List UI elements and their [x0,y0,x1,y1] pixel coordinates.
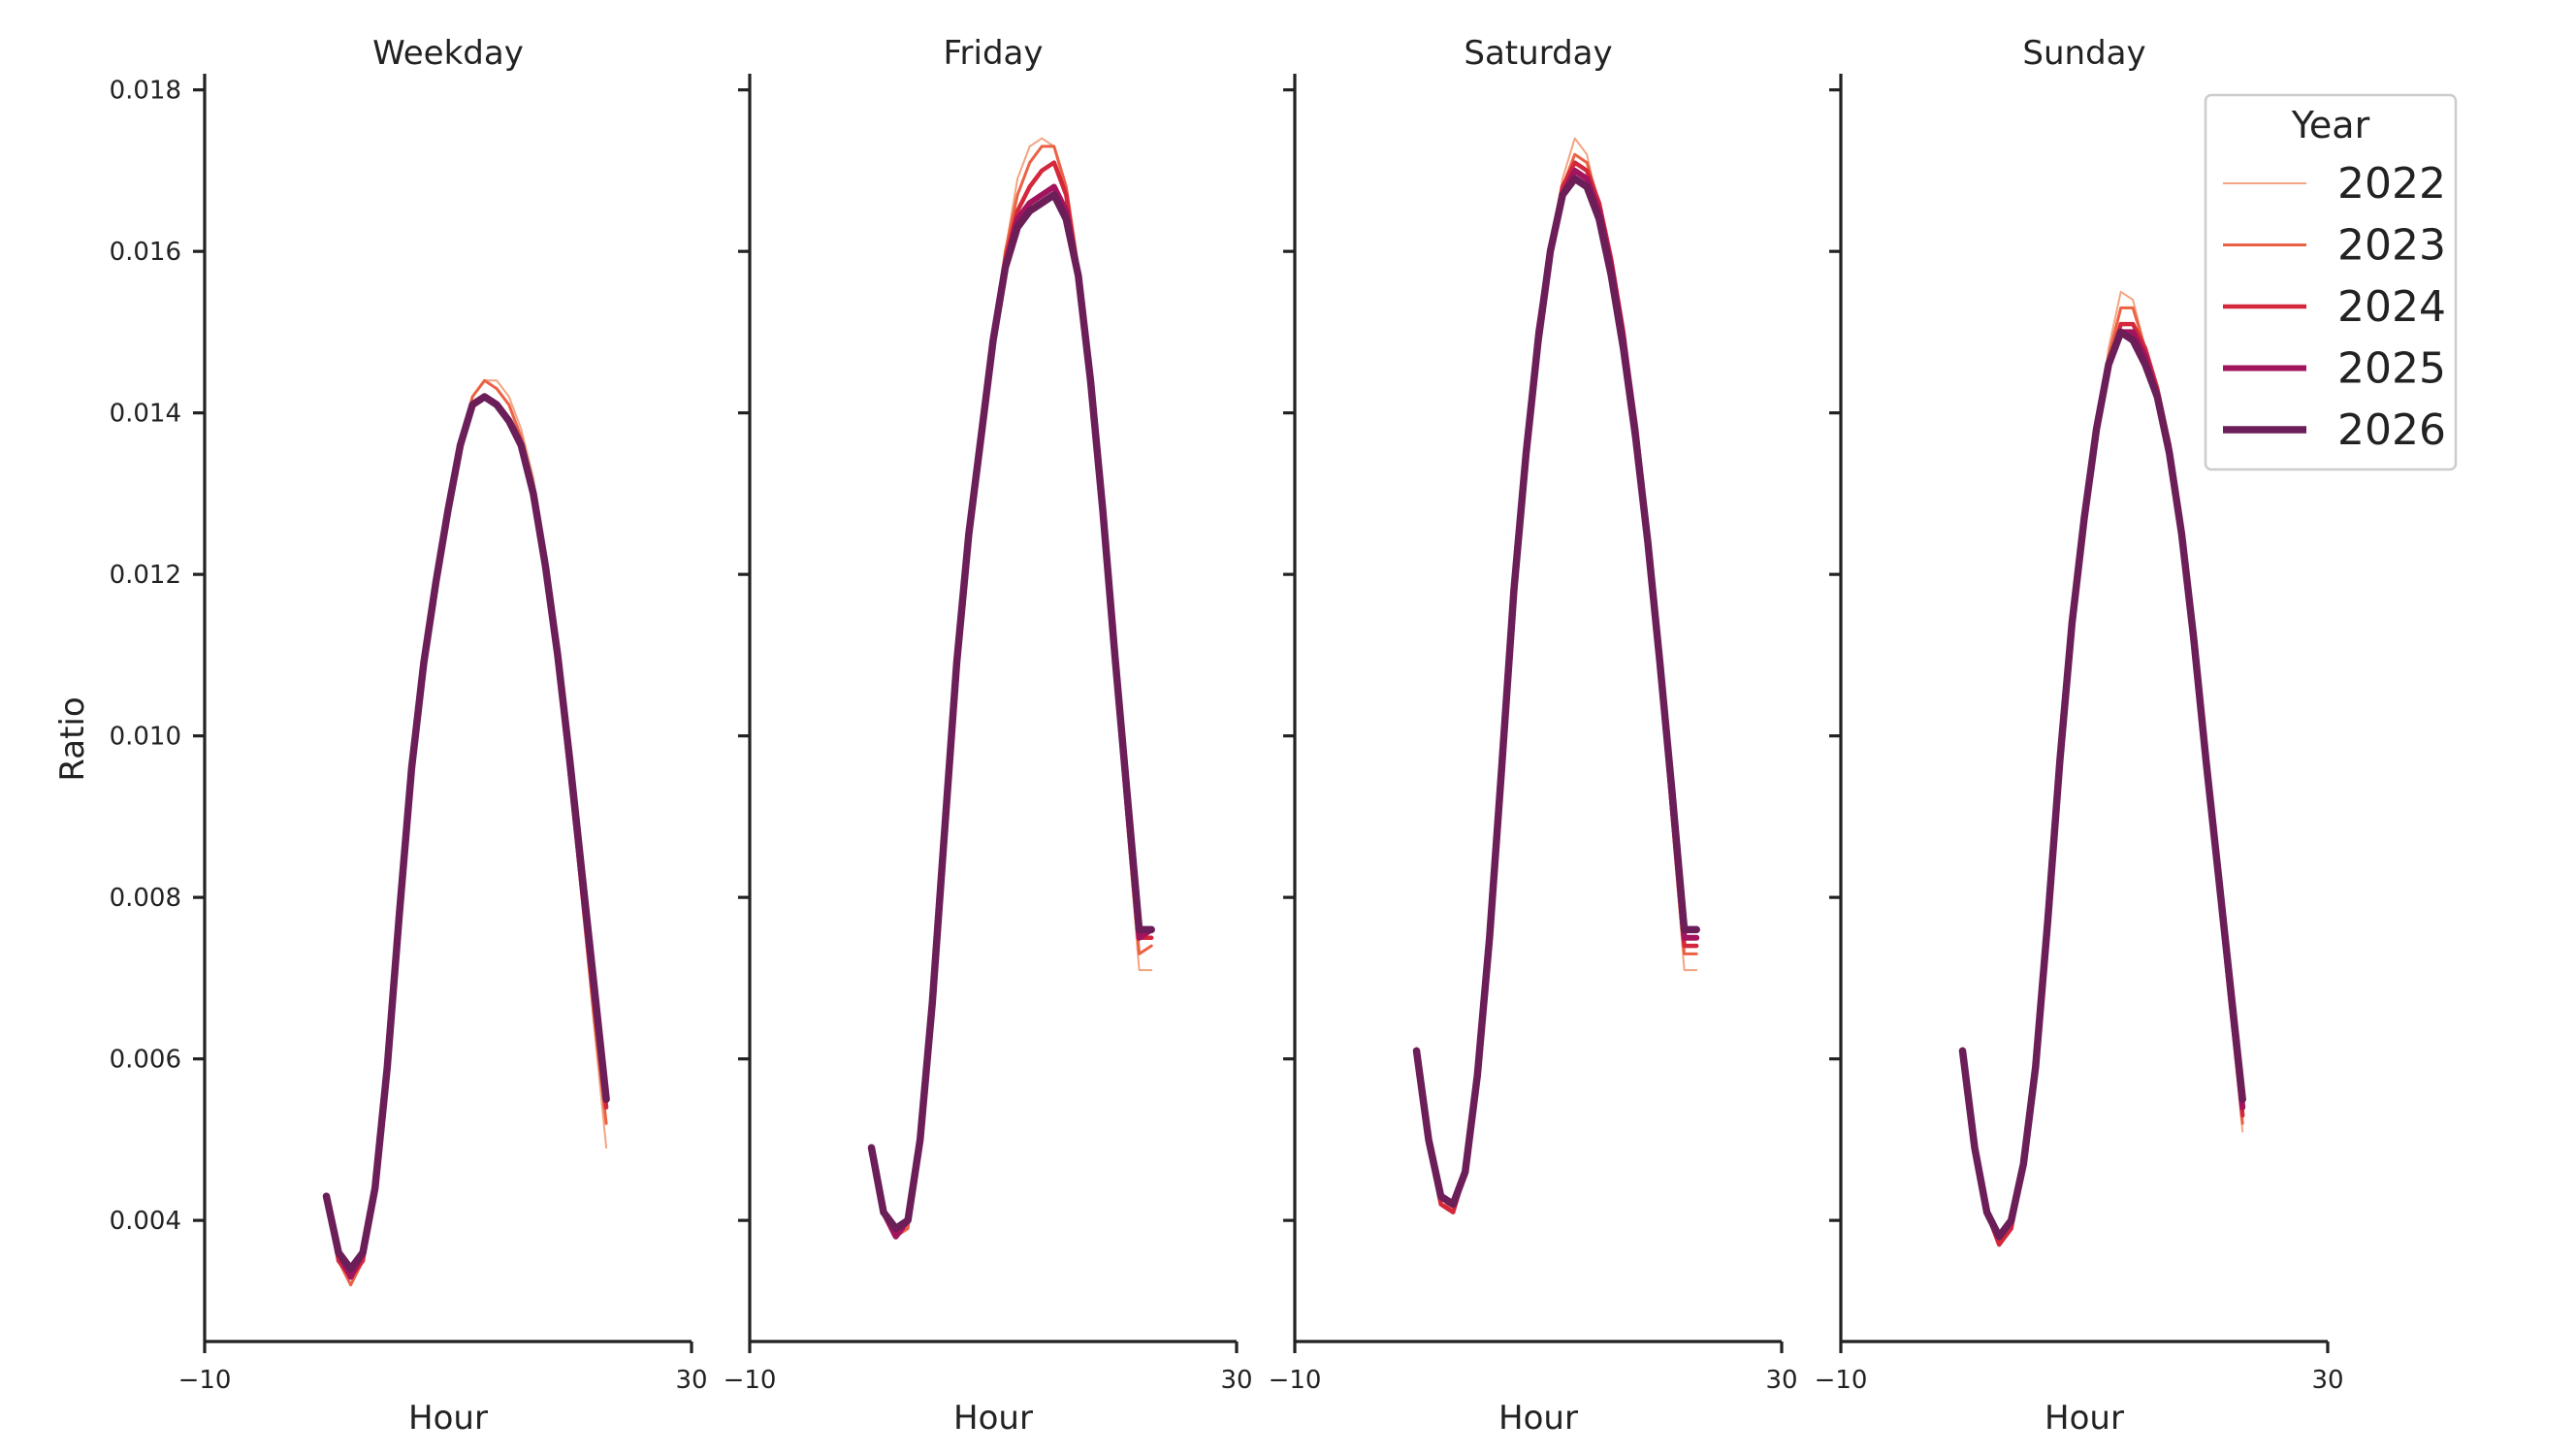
panel-saturday: −10 30 Saturday Hour [1269,34,1798,1438]
series-line-2026 [867,191,1155,1233]
legend-label: 2024 [2337,282,2446,332]
x-tick-label: 30 [675,1366,707,1395]
series-line-2022 [325,379,608,1286]
legend-frame [2204,93,2458,471]
series-line-2026 [322,393,610,1273]
panel-weekday: 0.004 0.006 0.008 0.010 0.012 0.014 0.016 0.018… [110,34,708,1438]
series-line-2025 [868,183,1155,1240]
legend-label: 2023 [2337,221,2446,271]
y-tick-label: 0.014 [110,400,181,429]
x-tick-label: −10 [724,1366,777,1395]
panel-title: Saturday [1464,34,1612,73]
panel-sunday: −10 30 Sunday Hour [1815,34,2344,1438]
y-tick-label: 0.006 [110,1046,181,1075]
series-line-2023 [325,378,608,1287]
y-tick-label: 0.008 [110,884,181,913]
series-line-2026 [1958,328,2246,1241]
series-line-2024 [324,394,609,1279]
x-axis-label: Hour [2045,1399,2124,1438]
x-tick-label: −10 [1269,1366,1322,1395]
panels: 0.004 0.006 0.008 0.010 0.012 0.014 0.016 0.018… [110,34,2344,1438]
series-line-2022 [870,137,1153,1238]
x-tick-label: 30 [1220,1366,1252,1395]
legend-label: 2026 [2337,405,2446,455]
y-tick-label: 0.016 [110,238,181,267]
series-line-2024 [1960,321,2245,1247]
legend-items: 2022 2023 2024 2025 2026 [2223,159,2446,455]
series-line-2022 [1415,137,1698,1206]
series-line-2022 [1961,290,2244,1238]
series-line-2025 [323,394,610,1280]
panel-friday: −10 30 Friday Hour [724,34,1253,1438]
x-axis-label: Hour [953,1399,1033,1438]
panel-title: Sunday [2022,34,2145,73]
x-axis-label: Hour [1498,1399,1578,1438]
series-line-2026 [1412,175,1700,1209]
x-axis-label: Hour [408,1399,488,1438]
y-tick-label: 0.010 [110,723,181,752]
series-line-2025 [1959,329,2246,1240]
series-line-2023 [870,145,1153,1239]
series-line-2025 [1413,167,1700,1208]
legend: Year 2022 2023 2024 2025 2026 [2204,93,2458,471]
y-tick-label: 0.018 [110,77,181,106]
series-line-2024 [869,160,1154,1240]
y-tick-label: 0.004 [110,1207,181,1236]
panel-title: Weekday [372,34,524,73]
x-tick-label: −10 [1815,1366,1868,1395]
x-tick-label: 30 [2311,1366,2343,1395]
series-line-2024 [1414,160,1699,1215]
panel-title: Friday [943,34,1043,73]
legend-label: 2022 [2337,159,2446,209]
legend-label: 2025 [2337,344,2446,394]
x-tick-label: −10 [178,1366,232,1395]
legend-title: Year [2291,104,2370,146]
y-axis-label: Ratio [53,696,92,781]
x-tick-label: 30 [1765,1366,1797,1395]
series-line-2023 [1961,306,2244,1239]
series-line-2023 [1415,152,1698,1214]
y-tick-label: 0.012 [110,561,181,590]
